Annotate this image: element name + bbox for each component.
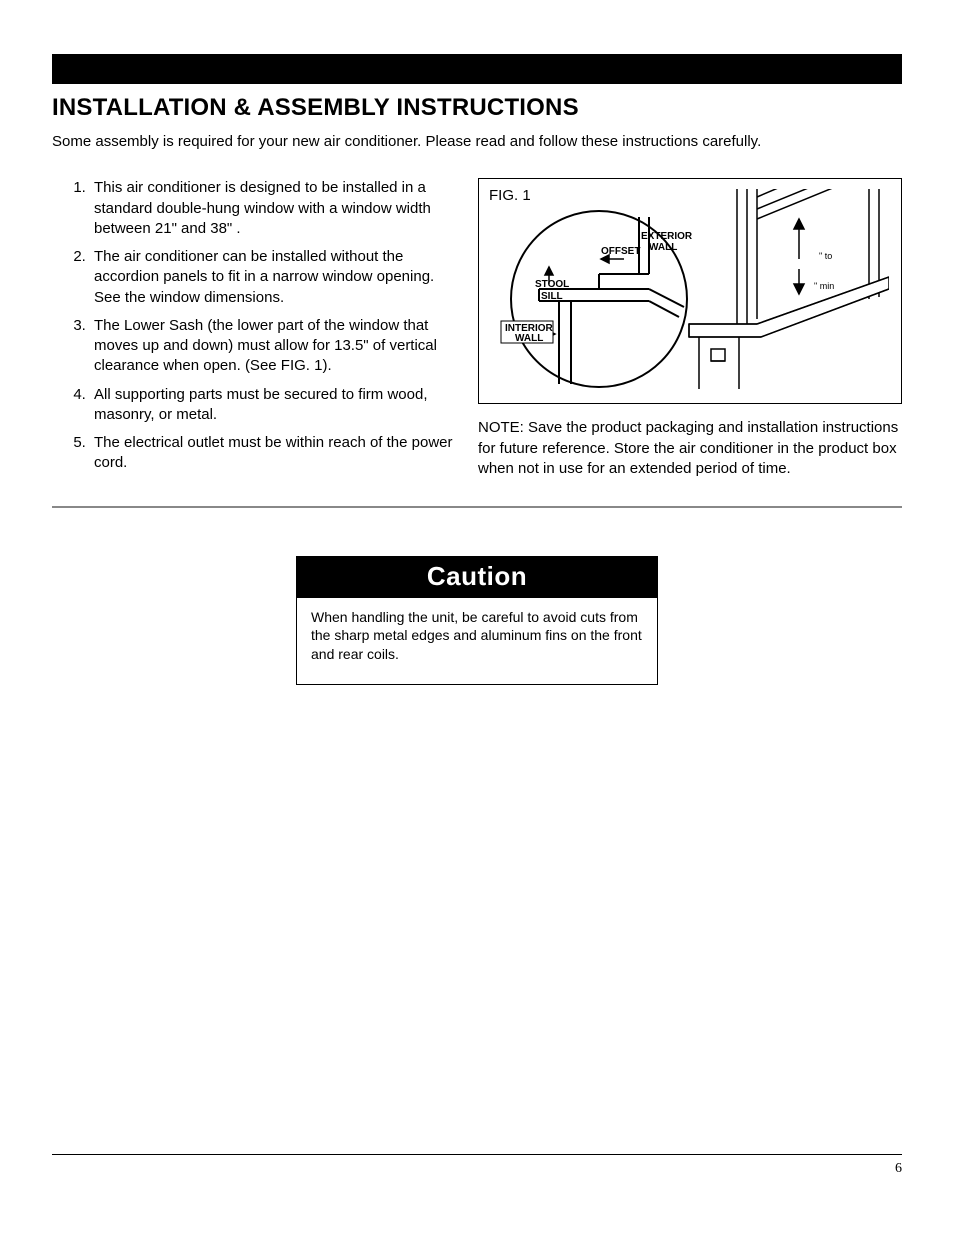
label-min: " min (814, 281, 834, 291)
label-sill: SILL (541, 291, 563, 302)
footer-rule (52, 1154, 902, 1155)
page: INSTALLATION & ASSEMBLY INSTRUCTIONS Som… (0, 0, 954, 1235)
step-item: The electrical outlet must be within rea… (90, 433, 460, 474)
figure-label: FIG. 1 (489, 187, 531, 204)
figure-1-box: FIG. 1 (478, 178, 902, 404)
label-offset: OFFSET (601, 246, 640, 257)
step-item: This air conditioner is designed to be i… (90, 178, 460, 239)
label-exterior-wall: EXTERIORWALL (641, 231, 693, 253)
step-item: The air conditioner can be installed wit… (90, 247, 460, 308)
left-column: This air conditioner is designed to be i… (52, 178, 460, 481)
right-column: FIG. 1 (478, 178, 902, 479)
label-to: " to (819, 251, 832, 261)
page-number: 6 (895, 1161, 902, 1177)
two-column-layout: This air conditioner is designed to be i… (52, 178, 902, 481)
note-text: NOTE: Save the product packaging and ins… (478, 418, 902, 479)
section-divider (52, 506, 902, 508)
steps-list: This air conditioner is designed to be i… (52, 178, 460, 473)
section-title: INSTALLATION & ASSEMBLY INSTRUCTIONS (52, 94, 902, 122)
step-item: The Lower Sash (the lower part of the wi… (90, 316, 460, 377)
step-item: All supporting parts must be secured to … (90, 385, 460, 426)
caution-body: When handling the unit, be careful to av… (297, 598, 657, 685)
caution-box: Caution When handling the unit, be caref… (296, 556, 658, 686)
figure-1-diagram: EXTERIORWALL OFFSET STOOL SILL INTERIORW… (489, 189, 889, 393)
intro-text: Some assembly is required for your new a… (52, 132, 902, 152)
label-stool: STOOL (535, 279, 569, 290)
caution-title: Caution (297, 557, 657, 598)
top-black-bar (52, 54, 902, 84)
